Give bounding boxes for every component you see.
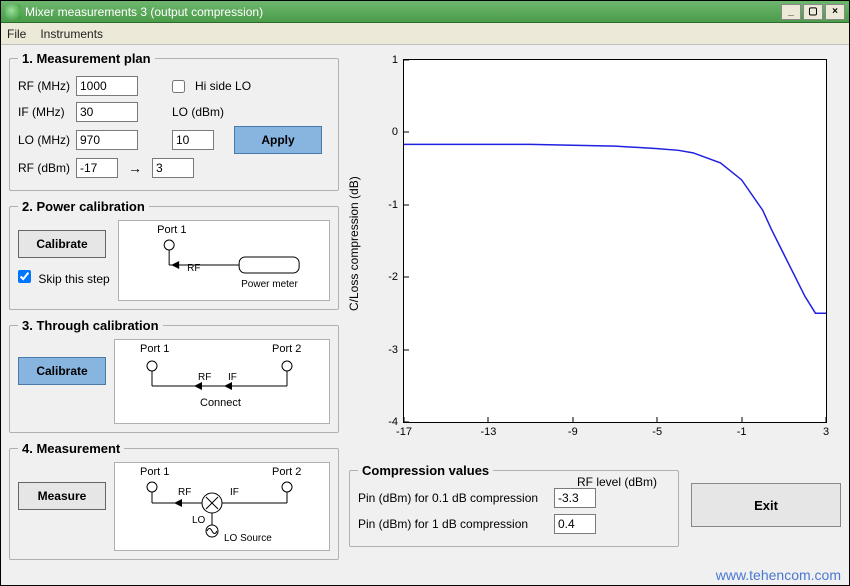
if-mhz-label: IF (MHz) bbox=[18, 105, 70, 119]
svg-text:Connect: Connect bbox=[200, 397, 241, 409]
power-calibration-panel: 2. Power calibration Calibrate Skip this… bbox=[9, 199, 339, 310]
power-cal-diagram: Port 1 RF Power meter bbox=[118, 220, 330, 301]
power-calibrate-button[interactable]: Calibrate bbox=[18, 230, 106, 258]
rf-dbm-label: RF (dBm) bbox=[18, 161, 70, 175]
rf-mhz-label: RF (MHz) bbox=[18, 79, 70, 93]
svg-text:Port 2: Port 2 bbox=[272, 466, 301, 478]
through-calibrate-button[interactable]: Calibrate bbox=[18, 357, 106, 385]
svg-text:Port 1: Port 1 bbox=[140, 466, 169, 478]
svg-text:RF: RF bbox=[198, 372, 211, 383]
chart-line bbox=[404, 60, 826, 482]
x-tick: -17 bbox=[396, 426, 412, 438]
lo-mhz-label: LO (MHz) bbox=[18, 133, 70, 147]
svg-text:IF: IF bbox=[228, 372, 237, 383]
power-cal-legend: 2. Power calibration bbox=[18, 199, 149, 214]
lo-dbm-label: LO (dBm) bbox=[172, 105, 224, 119]
pin1-label: Pin (dBm) for 1 dB compression bbox=[358, 517, 548, 531]
measurement-panel: 4. Measurement Measure Port 1 Port 2 bbox=[9, 441, 339, 560]
rf-dbm-from-input[interactable] bbox=[76, 158, 118, 178]
svg-text:Port 1: Port 1 bbox=[140, 343, 169, 355]
lo-dbm-input[interactable] bbox=[172, 130, 214, 150]
arrow-icon: → bbox=[124, 160, 146, 176]
y-tick: 0 bbox=[392, 126, 398, 138]
chart-xlabel: RF level (dBm) bbox=[393, 475, 841, 489]
close-button[interactable]: × bbox=[825, 4, 845, 20]
watermark: www.tehencom.com bbox=[716, 567, 841, 583]
pin01-label: Pin (dBm) for 0.1 dB compression bbox=[358, 491, 548, 505]
measurement-diagram: Port 1 Port 2 RF bbox=[114, 462, 330, 551]
svg-text:RF: RF bbox=[178, 487, 191, 498]
rf-mhz-input[interactable] bbox=[76, 76, 138, 96]
measurement-plan-panel: 1. Measurement plan RF (MHz) Hi side LO … bbox=[9, 51, 339, 191]
svg-text:LO Source: LO Source bbox=[224, 533, 272, 544]
lo-mhz-input[interactable] bbox=[76, 130, 138, 150]
y-tick: -3 bbox=[388, 344, 398, 356]
y-tick: -2 bbox=[388, 271, 398, 283]
apply-button[interactable]: Apply bbox=[234, 126, 322, 154]
x-tick: -9 bbox=[568, 426, 578, 438]
through-cal-legend: 3. Through calibration bbox=[18, 318, 163, 333]
measure-button[interactable]: Measure bbox=[18, 482, 106, 510]
skip-step-label: Skip this step bbox=[38, 272, 109, 286]
titlebar[interactable]: Mixer measurements 3 (output compression… bbox=[1, 1, 849, 23]
x-tick: 3 bbox=[823, 426, 829, 438]
diagram-port1-label: Port 1 bbox=[157, 224, 186, 236]
through-calibration-panel: 3. Through calibration Calibrate Port 1 … bbox=[9, 318, 339, 433]
window-title: Mixer measurements 3 (output compression… bbox=[25, 5, 779, 19]
chart-plot: -4-3-2-101-17-13-9-5-13 bbox=[403, 59, 827, 423]
x-tick: -13 bbox=[480, 426, 496, 438]
skip-step-checkbox[interactable] bbox=[18, 270, 31, 283]
chart-ylabel: C/Loss compression (dB) bbox=[347, 176, 361, 311]
exit-button[interactable]: Exit bbox=[691, 483, 841, 527]
if-mhz-input[interactable] bbox=[76, 102, 138, 122]
pin01-value[interactable] bbox=[554, 488, 596, 508]
pin1-value[interactable] bbox=[554, 514, 596, 534]
rf-dbm-to-input[interactable] bbox=[152, 158, 194, 178]
y-tick: 1 bbox=[392, 54, 398, 66]
hi-side-lo-label: Hi side LO bbox=[195, 79, 251, 93]
content-area: 1. Measurement plan RF (MHz) Hi side LO … bbox=[1, 45, 849, 585]
svg-text:IF: IF bbox=[230, 487, 239, 498]
right-column: C/Loss compression (dB) -4-3-2-101-17-13… bbox=[349, 51, 841, 585]
chart-area: C/Loss compression (dB) -4-3-2-101-17-13… bbox=[349, 51, 841, 457]
x-tick: -5 bbox=[652, 426, 662, 438]
app-window: Mixer measurements 3 (output compression… bbox=[0, 0, 850, 586]
minimize-button[interactable]: _ bbox=[781, 4, 801, 20]
plan-legend: 1. Measurement plan bbox=[18, 51, 155, 66]
measurement-legend: 4. Measurement bbox=[18, 441, 124, 456]
svg-text:Power meter: Power meter bbox=[241, 279, 298, 290]
x-tick: -1 bbox=[737, 426, 747, 438]
menu-instruments[interactable]: Instruments bbox=[40, 27, 103, 41]
app-icon bbox=[5, 4, 21, 20]
y-tick: -1 bbox=[388, 199, 398, 211]
through-cal-diagram: Port 1 Port 2 RF IF Connect bbox=[114, 339, 330, 424]
svg-text:Port 2: Port 2 bbox=[272, 343, 301, 355]
svg-text:LO: LO bbox=[192, 515, 206, 526]
hi-side-lo-checkbox[interactable] bbox=[172, 80, 185, 93]
menu-file[interactable]: File bbox=[7, 27, 26, 41]
maximize-button[interactable]: ▢ bbox=[803, 4, 823, 20]
left-column: 1. Measurement plan RF (MHz) Hi side LO … bbox=[9, 51, 339, 585]
menubar: File Instruments bbox=[1, 23, 849, 45]
